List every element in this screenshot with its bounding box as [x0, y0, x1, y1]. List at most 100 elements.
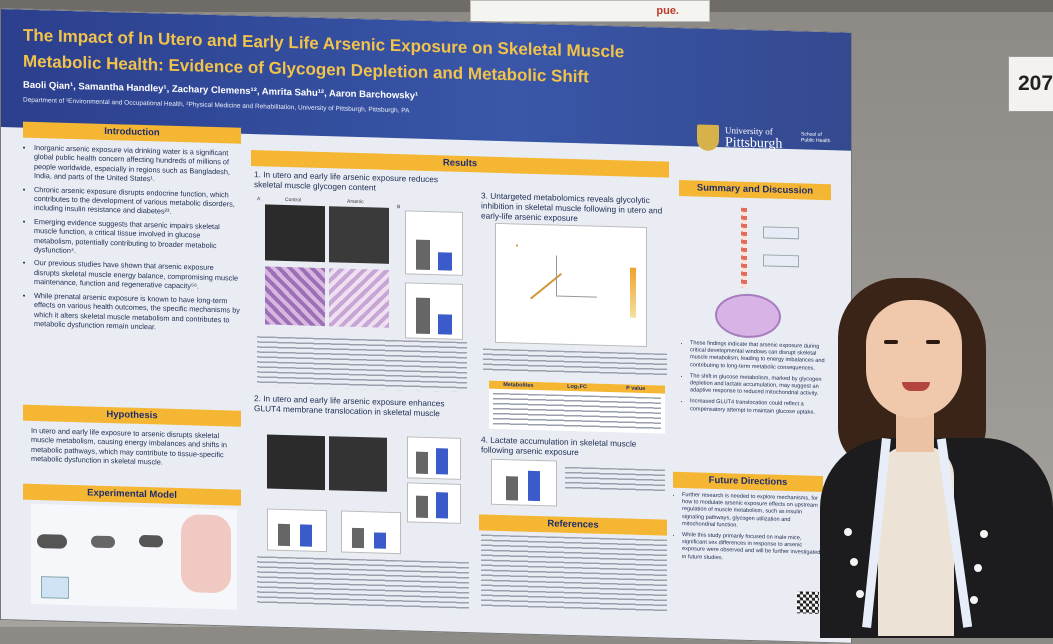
- figure-1-title: 1. In utero and early life arsenic expos…: [254, 169, 439, 193]
- table-header: Metabolites: [503, 382, 534, 389]
- panel-label-a: A: [257, 196, 261, 203]
- table-header: P value: [626, 385, 646, 393]
- mouse-icon: [37, 534, 67, 549]
- hypothesis-text: In utero and early life exposure to arse…: [31, 425, 227, 467]
- bar-arsenic: [436, 492, 448, 519]
- mouse-icon: [139, 534, 163, 548]
- booth-number: 207: [1018, 72, 1053, 95]
- pitt-shield-icon: [697, 124, 719, 152]
- jacket-button: [856, 590, 864, 598]
- top-sign-text: pue.: [656, 5, 679, 17]
- university-logo: University of Pittsburgh School of Publi…: [697, 122, 837, 164]
- future-bullet: While this study primarily focused on ma…: [682, 532, 823, 565]
- summary-bullet: These findings indicate that arsenic exp…: [690, 340, 831, 373]
- bar-arsenic: [300, 524, 312, 547]
- figure-1-caption: [257, 336, 467, 393]
- table-header-row: Metabolites Log₂FC P value: [489, 380, 665, 394]
- jacket-button: [844, 528, 852, 536]
- references-heading: References: [479, 514, 667, 536]
- table-header: Log₂FC: [567, 383, 587, 391]
- figure-3-caption: [483, 348, 667, 376]
- glycogen-bar-chart: [405, 210, 463, 276]
- logo-university-name: Pittsburgh: [725, 135, 783, 152]
- presenter-person: [820, 278, 1053, 638]
- summary-bullet: The shift in glucose metabolism, marked …: [690, 373, 831, 399]
- pathway-box: [763, 226, 799, 240]
- jacket-button: [974, 564, 982, 572]
- jacket-button: [980, 530, 988, 538]
- figure-2-caption: [257, 556, 469, 611]
- introduction-section: Inorganic arsenic exposure via drinking …: [25, 143, 241, 338]
- glycogen-image-arsenic: [329, 206, 389, 264]
- jacket-button: [970, 596, 978, 604]
- right-eye: [926, 340, 940, 344]
- qr-code-icon: [797, 591, 819, 614]
- glycogen-image-control: [265, 204, 325, 263]
- experimental-model-diagram: [31, 503, 237, 610]
- muscle-icon: [181, 514, 231, 594]
- intro-bullet: While prenatal arsenic exposure is known…: [34, 291, 241, 334]
- research-poster: The Impact of In Utero and Early Life Ar…: [0, 8, 852, 644]
- bar-control: [352, 527, 364, 549]
- booth-number-card: 207: [1008, 56, 1053, 112]
- figure-4-caption: [565, 466, 665, 494]
- bar-arsenic: [374, 532, 386, 549]
- color-scale: [630, 267, 636, 318]
- group-label-control: Control: [285, 196, 302, 204]
- water-icon: [41, 576, 69, 599]
- mitochondria-icon: [715, 292, 781, 339]
- metabolite-table: Metabolites Log₂FC P value: [489, 380, 665, 434]
- glut4-bar-chart-3: [267, 508, 327, 553]
- summary-diagram: [701, 205, 811, 339]
- bar-control: [416, 451, 428, 474]
- summary-section: These findings indicate that arsenic exp…: [681, 340, 831, 421]
- lactate-bar-chart: [491, 458, 557, 507]
- glut4-bar-chart-1: [407, 436, 461, 480]
- bar-arsenic: [438, 314, 452, 335]
- intro-bullet: Emerging evidence suggests that arsenic …: [34, 217, 241, 260]
- pathway-chain-icon: [741, 207, 747, 288]
- logo-school: School of Public Health: [801, 131, 831, 145]
- bar-control: [416, 239, 430, 271]
- top-sign: pue.: [470, 0, 710, 22]
- experimental-model-heading: Experimental Model: [23, 483, 241, 506]
- bar-control: [278, 523, 290, 547]
- bar-arsenic: [438, 252, 452, 271]
- pas-image-control: [265, 266, 325, 327]
- intro-bullet: Chronic arsenic exposure disrupts endocr…: [34, 185, 241, 219]
- pas-bar-chart: [405, 282, 463, 340]
- glut4-bar-chart-2: [407, 482, 461, 524]
- future-bullet: Further research is needed to explore me…: [682, 492, 823, 532]
- glut4-bar-chart-4: [341, 510, 401, 555]
- intro-bullet: Our previous studies have shown that ars…: [34, 258, 241, 292]
- future-directions-section: Further research is needed to explore me…: [673, 492, 823, 569]
- bar-control: [416, 297, 430, 335]
- pathway-box: [763, 254, 799, 268]
- left-eye: [884, 340, 898, 344]
- pas-image-arsenic: [329, 268, 389, 328]
- figure-3-title: 3. Untargeted metabolomics reveals glyco…: [481, 190, 663, 224]
- bar-arsenic: [528, 470, 540, 502]
- figure-2-title: 2. In utero and early life arsenic expos…: [254, 393, 445, 419]
- panel-label-b: B: [397, 204, 401, 211]
- mouse-icon: [91, 535, 115, 549]
- bar-arsenic: [436, 448, 448, 475]
- summary-heading: Summary and Discussion: [679, 179, 831, 201]
- bar-control: [416, 495, 428, 518]
- plot-point: [516, 244, 518, 247]
- group-label-arsenic: Arsenic: [347, 198, 364, 206]
- figure-4-title: 4. Lactate accumulation in skeletal musc…: [481, 434, 637, 458]
- summary-bullet: Increased GLUT4 translocation could refl…: [690, 399, 831, 417]
- smile: [902, 382, 930, 391]
- jacket-button: [850, 558, 858, 566]
- bar-control: [506, 476, 518, 501]
- volcano-plot: [495, 222, 647, 348]
- intro-bullet: Inorganic arsenic exposure via drinking …: [34, 143, 241, 186]
- glut4-image-control: [267, 434, 325, 491]
- future-directions-heading: Future Directions: [673, 471, 823, 492]
- glut4-image-arsenic: [329, 436, 387, 492]
- face: [866, 300, 962, 418]
- plot-axes: [556, 255, 597, 298]
- hypothesis-heading: Hypothesis: [23, 404, 241, 427]
- references-list: [481, 534, 667, 612]
